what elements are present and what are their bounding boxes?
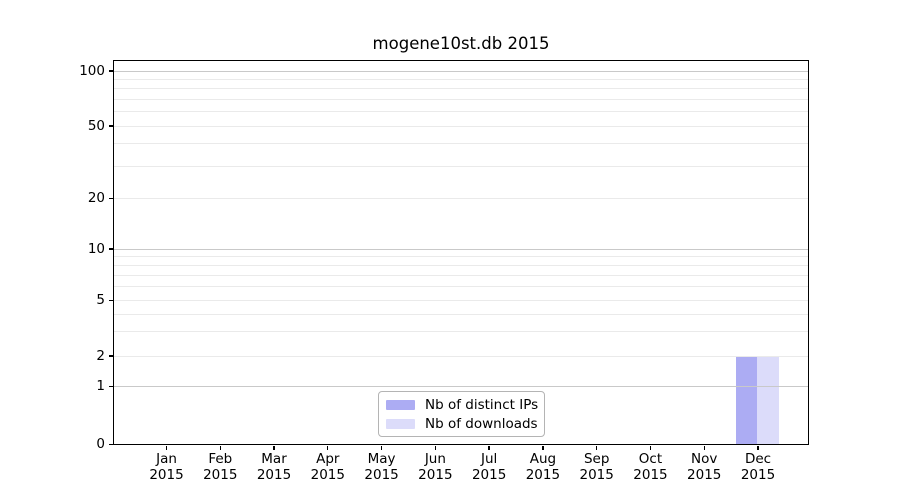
bar-distinct-ips-dec	[735, 356, 757, 445]
x-tick-label: Apr 2015	[310, 451, 345, 484]
y-tick-label: 2	[96, 347, 105, 364]
y-tick	[108, 386, 114, 388]
x-tick	[219, 445, 221, 450]
x-tick-label: Oct 2015	[633, 451, 668, 484]
x-tick	[542, 445, 544, 450]
x-tick	[649, 445, 652, 450]
y-tick-label: 50	[87, 117, 105, 134]
x-tick	[273, 445, 275, 450]
gridline-minor	[114, 165, 808, 167]
gridline-minor	[114, 78, 808, 80]
x-tick	[380, 445, 383, 450]
gridline-minor	[114, 330, 808, 332]
x-tick-label: Mar 2015	[256, 451, 292, 484]
gridline-minor	[114, 88, 808, 90]
y-tick-label: 100	[79, 62, 105, 79]
gridline-minor	[114, 300, 808, 301]
gridline-minor	[114, 198, 808, 199]
legend-swatch-downloads	[386, 418, 415, 429]
legend-item-downloads: Nb of downloads	[386, 417, 544, 431]
y-tick-label: 20	[87, 190, 105, 207]
x-tick-label: Aug 2015	[525, 451, 561, 484]
legend-label-distinct-ips: Nb of distinct IPs	[425, 396, 539, 413]
legend-item-distinct-ips: Nb of distinct IPs	[386, 398, 544, 412]
y-tick	[108, 248, 114, 250]
x-tick	[434, 445, 436, 450]
gridline-minor	[114, 286, 808, 288]
y-tick	[108, 443, 114, 446]
y-tick	[108, 355, 114, 357]
gridline-major	[114, 248, 808, 250]
x-tick	[327, 445, 329, 450]
x-tick	[703, 445, 705, 450]
y-tick-label: 1	[96, 378, 105, 395]
y-tick	[108, 125, 114, 127]
x-tick-label: Jun 2015	[418, 451, 453, 484]
gridline-minor	[114, 265, 808, 267]
y-tick-label: 10	[87, 240, 105, 257]
y-tick	[108, 70, 114, 72]
y-tick-label: 5	[96, 292, 105, 309]
chart-title: mogene10st.db 2015	[372, 34, 550, 53]
y-tick	[108, 299, 114, 302]
legend-swatch-distinct-ips	[386, 399, 415, 410]
gridline-minor	[114, 98, 808, 100]
gridline-major	[114, 70, 808, 72]
x-tick	[488, 445, 490, 450]
legend-label-downloads: Nb of downloads	[425, 415, 538, 432]
x-tick	[757, 445, 759, 450]
x-tick-label: Jul 2015	[471, 451, 507, 484]
gridline-minor	[114, 256, 808, 258]
x-tick-label: Dec 2015	[740, 451, 776, 484]
gridline-minor	[114, 125, 808, 127]
gridline-minor	[114, 275, 808, 276]
legend: Nb of distinct IPs Nb of downloads	[378, 391, 545, 437]
gridline-minor	[114, 313, 808, 315]
x-tick	[165, 445, 168, 450]
y-tick-label: 0	[96, 436, 105, 453]
gridline-minor	[114, 143, 808, 145]
bar-downloads-dec	[757, 356, 779, 445]
gridline-minor	[114, 111, 808, 113]
x-tick-label: May 2015	[364, 451, 399, 484]
x-tick-label: Jan 2015	[149, 451, 184, 484]
x-tick-label: Nov 2015	[687, 451, 722, 484]
gridline-major	[114, 386, 808, 388]
x-tick-label: Sep 2015	[579, 451, 614, 484]
x-tick-label: Feb 2015	[203, 451, 238, 484]
x-tick	[596, 445, 598, 450]
y-tick	[108, 197, 114, 200]
gridline-minor	[114, 355, 808, 357]
